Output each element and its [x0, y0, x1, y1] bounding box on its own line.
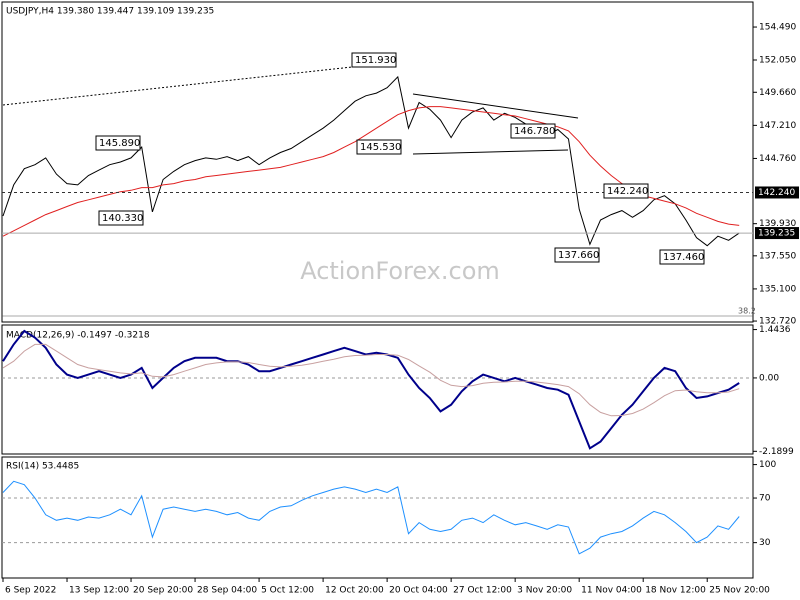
annotation-box: [603, 183, 649, 199]
rsi-frame: [1, 456, 754, 579]
x-tick-label: 18 Nov 12:00: [645, 586, 706, 596]
level-label: 142.240: [758, 188, 795, 198]
annotation-box: [95, 135, 141, 151]
annotation-box: [659, 249, 705, 265]
series-line: [2, 329, 740, 450]
y-tick-label: 139.930: [759, 219, 796, 229]
x-tick-label: 3 Nov 20:00: [517, 586, 572, 596]
rsi-title: RSI(14) 53.4485: [6, 462, 79, 472]
y-tick-label: 152.050: [759, 55, 796, 65]
macd-frame: [1, 324, 754, 455]
annotation: 140.330: [102, 213, 143, 224]
x-tick-label: 27 Oct 12:00: [453, 586, 512, 596]
macd-title: MACD(12,26,9) -0.1497 -0.3218: [6, 331, 150, 341]
last-price-box: [755, 227, 799, 240]
price-frame: [1, 1, 754, 323]
x-tick-label: 25 Nov 20:00: [709, 586, 770, 596]
y-tick-label: 100: [759, 460, 776, 470]
last-price-label: 139.235: [758, 229, 795, 239]
annotation-box: [510, 123, 556, 139]
triangle-top: [412, 93, 579, 119]
series-line: [2, 106, 740, 237]
y-tick-label: 135.100: [759, 284, 796, 294]
annotation: 38.2: [738, 307, 756, 316]
annotation: 137.660: [558, 250, 599, 261]
annotation-box: [351, 52, 397, 68]
y-tick-label: 0.00: [759, 373, 779, 383]
annotation: 142.240: [607, 186, 648, 197]
trend-line: [2, 66, 353, 106]
level-box: [755, 186, 799, 199]
x-tick-label: 20 Sep 20:00: [133, 586, 193, 596]
x-tick-label: 11 Nov 04:00: [581, 586, 642, 596]
x-tick-label: 5 Oct 12:00: [261, 586, 314, 596]
y-tick-label: 147.210: [759, 121, 796, 131]
x-tick-label: 20 Oct 04:00: [389, 586, 448, 596]
y-tick-label: 149.660: [759, 88, 796, 98]
watermark: ActionForex.com: [300, 257, 500, 285]
triangle-bottom: [412, 149, 569, 155]
x-tick-label: 6 Sep 2022: [5, 586, 56, 596]
y-tick-label: 30: [759, 538, 771, 548]
x-tick-label: 12 Oct 20:00: [325, 586, 384, 596]
annotation: 145.530: [360, 142, 401, 153]
x-tick-label: 28 Sep 04:00: [197, 586, 257, 596]
y-tick-label: -2.1899: [759, 447, 794, 457]
y-tick-label: 70: [759, 494, 771, 504]
annotation-box: [98, 210, 144, 226]
series-line: [2, 343, 740, 417]
annotation: 137.460: [663, 252, 704, 263]
series-line: [2, 480, 740, 555]
annotation: 145.890: [99, 138, 140, 149]
chart-title: USDJPY,H4 139.380 139.447 139.109 139.23…: [6, 7, 214, 17]
annotation-box: [554, 247, 600, 263]
y-tick-label: 144.760: [759, 154, 796, 164]
annotation-box: [356, 139, 402, 155]
annotation: 146.780: [514, 126, 555, 137]
y-tick-label: 132.720: [759, 317, 796, 327]
annotation: 151.930: [355, 55, 396, 66]
y-tick-label: 154.490: [759, 23, 796, 33]
y-tick-label: 1.4436: [759, 325, 791, 335]
series-line: [2, 75, 740, 247]
x-tick-label: 13 Sep 12:00: [69, 586, 129, 596]
y-tick-label: 137.550: [759, 251, 796, 261]
